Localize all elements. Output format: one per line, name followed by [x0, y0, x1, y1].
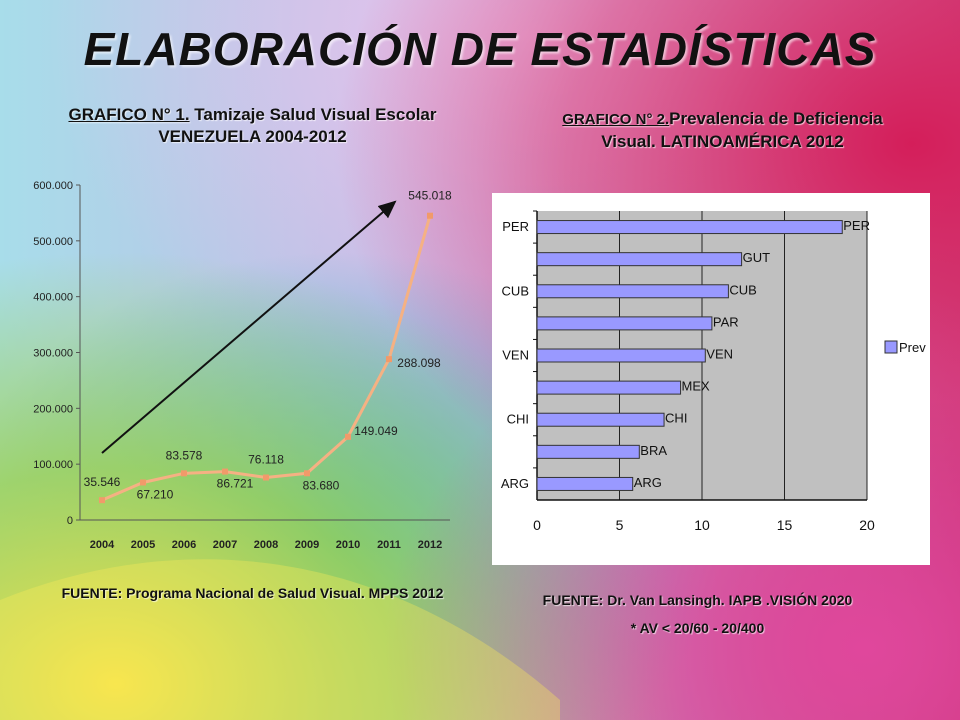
chart1-data-point [222, 468, 228, 475]
chart1-caption-line2: VENEZUELA 2004-2012 [158, 127, 347, 146]
chart1-data-point [140, 479, 146, 486]
chart1-y-tick-label: 300.000 [33, 348, 73, 360]
chart1-data-label: 83.578 [166, 448, 203, 462]
chart2-panel: 0 5 10 15 20 PER GUT CUB PAR VEN MEX CHI BRA ARG PER CU… [492, 193, 930, 565]
chart1-data-point [345, 433, 351, 440]
chart2-bar-label: CHI [665, 411, 687, 426]
chart2-caption: GRAFICO N° 2.Prevalencia de Deficiencia … [490, 108, 955, 153]
chart1-data-label: 149.049 [354, 424, 398, 438]
chart1-data-point [427, 212, 433, 219]
chart2-bar [536, 476, 634, 491]
chart1-x-tick-label: 2011 [377, 539, 401, 551]
chart1-data-point [263, 474, 269, 481]
chart2-bar [536, 252, 743, 267]
chart2-y-tick-label: CUB [502, 283, 529, 298]
chart1-y-tick-label: 400.000 [33, 292, 73, 304]
chart2-bar [536, 284, 729, 299]
chart1-data-label: 545.018 [408, 189, 452, 203]
chart2-x-tick-label: 5 [616, 517, 624, 533]
chart2-source: FUENTE: Dr. Van Lansingh. IAPB .VISIÓN 2… [542, 592, 853, 608]
chart2-bar [536, 412, 665, 427]
chart1-trend-arrow [101, 200, 397, 454]
chart1-caption-prefix: GRAFICO N° 1. [68, 105, 190, 124]
chart1-line-chart: 0 100.000 200.000 300.000 400.000 500.000 600.… [33, 180, 452, 551]
chart1-x-tick-label: 2007 [213, 539, 237, 551]
chart2-caption-prefix: GRAFICO N° 2. [562, 111, 670, 128]
chart1-data-point [99, 497, 105, 504]
chart2-y-tick-label: CHI [507, 412, 529, 427]
chart1-data-label: 86.721 [217, 477, 254, 491]
chart2-legend-swatch [884, 340, 898, 354]
chart2-note: * AV < 20/60 - 20/400 [630, 620, 765, 636]
chart2-legend-label: Prev [899, 340, 926, 355]
chart1-data-label: 76.118 [248, 453, 284, 467]
chart2-x-tick-label: 10 [694, 517, 710, 533]
chart1-x-tick-label: 2006 [172, 539, 196, 551]
chart1-y-tick-label: 0 [67, 515, 73, 527]
chart1-x-tick-label: 2012 [418, 539, 442, 551]
chart1-y-tick-label: 100.000 [33, 459, 73, 471]
chart2-caption-line2: Visual. LATINOAMÉRICA 2012 [601, 132, 844, 151]
chart1-data-point [304, 470, 310, 477]
chart2-x-tick-label: 20 [859, 517, 875, 533]
chart1-caption: GRAFICO N° 1. Tamizaje Salud Visual Esco… [20, 104, 485, 148]
chart1-y-tick-label: 600.000 [33, 180, 73, 192]
chart1-data-label: 288.098 [397, 356, 441, 370]
chart1-x-tick-label: 2009 [295, 539, 319, 551]
chart1-data-label: 83.680 [303, 478, 340, 492]
chart1-x-tick-label: 2005 [131, 539, 155, 551]
chart1-data-point [386, 356, 392, 363]
chart2-bar-label: GUT [743, 250, 771, 265]
chart1-caption-text: Tamizaje Salud Visual Escolar [189, 105, 437, 124]
chart2-bar-label: VEN [706, 347, 733, 362]
chart2-bar-label: BRA [640, 443, 667, 458]
chart2-bar [536, 348, 706, 363]
chart2-y-tick-label: PER [502, 219, 529, 234]
chart2-bar-label: MEX [682, 379, 711, 394]
chart1-data-point [181, 470, 187, 477]
chart1-source: FUENTE: Programa Nacional de Salud Visua… [61, 585, 444, 601]
chart1-x-tick-label: 2008 [254, 539, 278, 551]
chart1-x-tick-label: 2004 [90, 539, 115, 551]
chart2-bar [536, 316, 713, 331]
chart1-data-label: 67.210 [137, 487, 174, 501]
chart2-bar-chart: 0 5 10 15 20 PER GUT CUB PAR VEN MEX CHI BRA ARG PER CU… [501, 210, 926, 533]
chart1-data-label: 35.546 [84, 475, 121, 489]
chart2-y-tick-label: ARG [501, 476, 529, 491]
chart2-bar-label: PER [843, 218, 870, 233]
chart2-bar-label: PAR [713, 314, 739, 329]
chart2-bar-label: CUB [729, 282, 756, 297]
chart2-bar [536, 444, 640, 459]
chart2-bar [536, 380, 682, 395]
chart2-caption-text: Prevalencia de Deficiencia [669, 109, 883, 128]
chart2-x-tick-label: 15 [777, 517, 793, 533]
chart1-y-tick-label: 200.000 [33, 403, 73, 415]
slide-title: ELABORACIÓN DE ESTADÍSTICAS [83, 23, 877, 75]
chart2-bar [536, 220, 843, 235]
chart2-y-tick-label: VEN [502, 348, 529, 363]
chart2-bar-label: ARG [634, 475, 662, 490]
chart2-x-tick-label: 0 [533, 517, 541, 533]
chart1-y-tick-label: 500.000 [33, 236, 73, 248]
chart1-x-tick-label: 2010 [336, 539, 360, 551]
